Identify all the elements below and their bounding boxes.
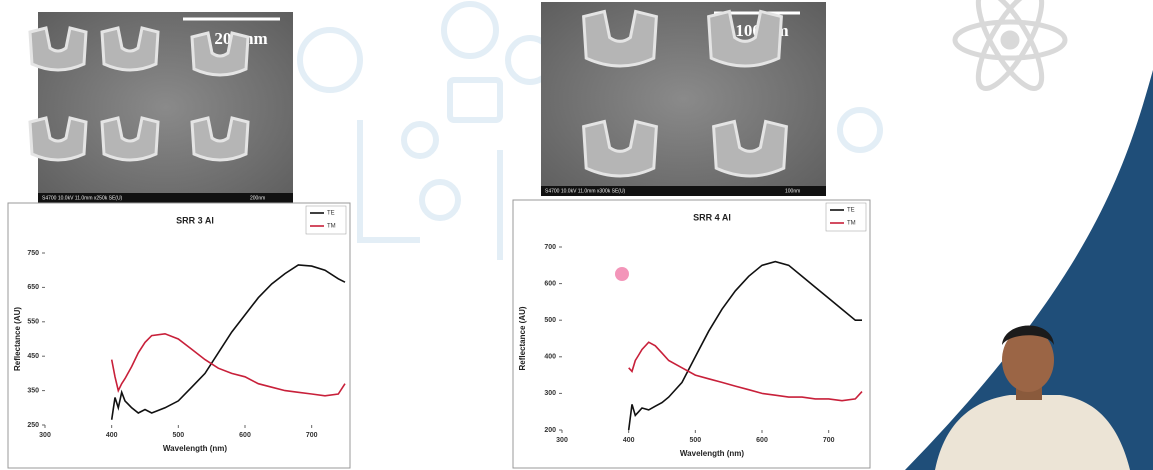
legend-label: TM <box>327 224 336 230</box>
y-tick-label: 200 <box>544 427 556 434</box>
legend-label: TE <box>847 208 855 214</box>
y-axis-label: Reflectance (AU) <box>13 307 22 371</box>
legend <box>826 203 866 231</box>
chart-title: SRR 3 Al <box>176 215 214 225</box>
chart-frame <box>8 203 350 468</box>
y-tick-label: 450 <box>27 353 39 360</box>
x-tick-label: 600 <box>239 432 251 439</box>
x-tick-label: 500 <box>689 437 701 444</box>
y-tick-label: 700 <box>544 244 556 251</box>
legend-label: TM <box>847 221 856 227</box>
chart-title: SRR 4 Al <box>693 212 731 222</box>
y-tick-label: 550 <box>27 319 39 326</box>
y-tick-label: 500 <box>544 317 556 324</box>
image-info: S4700 10.0kV 11.0mm x300k SE(U) <box>545 188 626 194</box>
x-tick-label: 400 <box>106 432 118 439</box>
slide: 200 nm S4700 10.0kV 11.0mm x250k SE(U) 2… <box>0 0 1153 470</box>
x-tick-label: 300 <box>39 432 51 439</box>
y-axis-label: Reflectance (AU) <box>518 306 527 370</box>
chart-frame <box>513 200 870 468</box>
x-axis-label: Wavelength (nm) <box>680 449 744 458</box>
x-tick-label: 300 <box>556 437 568 444</box>
y-tick-label: 600 <box>544 280 556 287</box>
x-tick-label: 600 <box>756 437 768 444</box>
y-tick-label: 750 <box>27 250 39 257</box>
sem-image: 100 nm S4700 10.0kV 11.0mm x300k SE(U) 1… <box>541 2 826 196</box>
x-tick-label: 400 <box>623 437 635 444</box>
legend <box>306 206 346 234</box>
image-caption: 200nm <box>250 195 265 201</box>
x-tick-label: 700 <box>306 432 318 439</box>
x-axis-label: Wavelength (nm) <box>163 444 227 453</box>
y-tick-label: 350 <box>27 387 39 394</box>
image-caption: 100nm <box>785 188 800 194</box>
image-info: S4700 10.0kV 11.0mm x250k SE(U) <box>42 195 123 201</box>
y-tick-label: 650 <box>27 284 39 291</box>
legend-label: TE <box>327 211 335 217</box>
x-tick-label: 700 <box>823 437 835 444</box>
y-tick-label: 400 <box>544 354 556 361</box>
x-tick-label: 500 <box>172 432 184 439</box>
laser-pointer <box>615 267 629 281</box>
sem-image: 200 nm S4700 10.0kV 11.0mm x250k SE(U) 2… <box>30 12 293 203</box>
atom-icon <box>955 0 1065 97</box>
y-tick-label: 300 <box>544 390 556 397</box>
y-tick-label: 250 <box>27 422 39 429</box>
